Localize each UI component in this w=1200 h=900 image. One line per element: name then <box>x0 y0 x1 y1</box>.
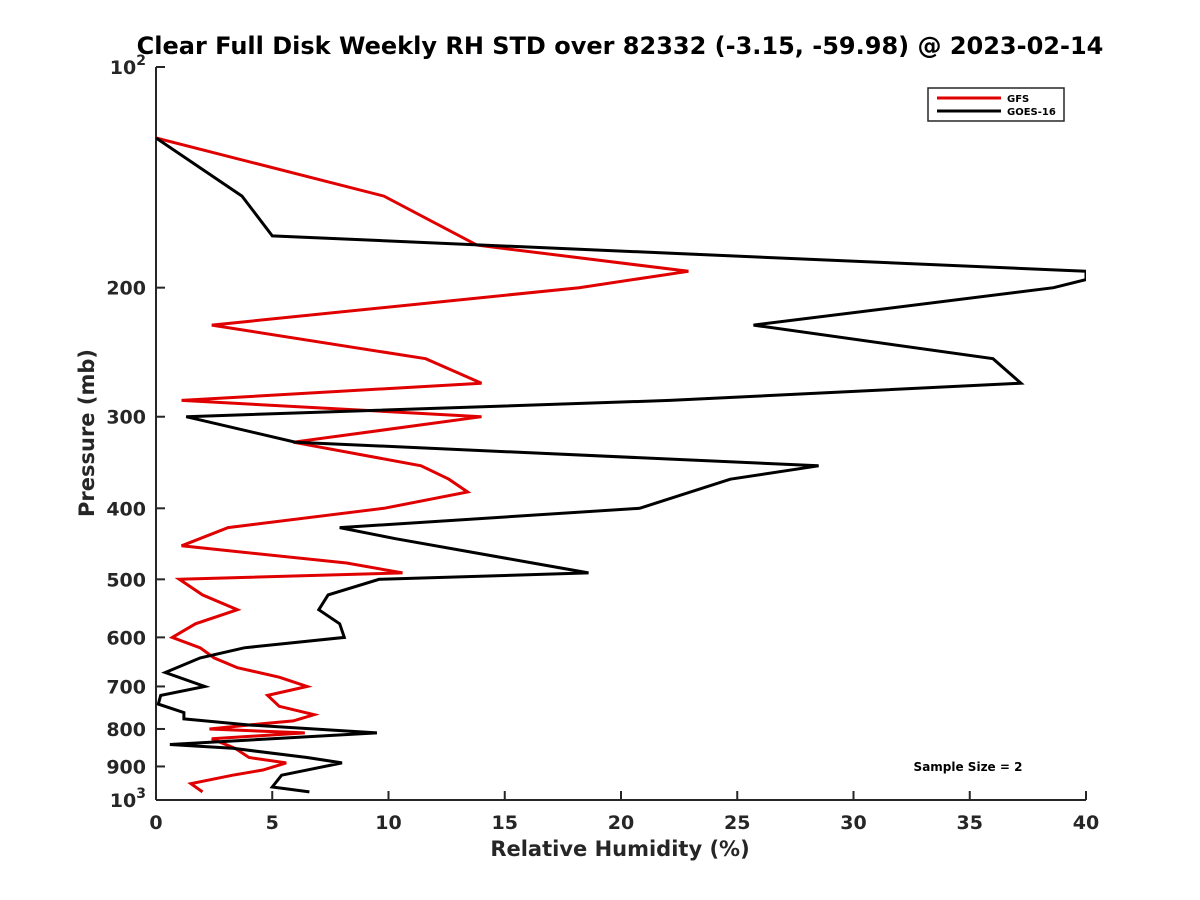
x-tick-label: 15 <box>492 812 518 834</box>
x-tick-label: 25 <box>724 812 750 834</box>
y-tick-label-base: 500 <box>106 569 146 591</box>
y-tick-label-base: 900 <box>106 756 146 778</box>
x-axis-label: Relative Humidity (%) <box>490 837 749 861</box>
y-tick-label: 400 <box>106 498 146 520</box>
x-tick-label: 5 <box>266 812 279 834</box>
y-tick-label-base: 300 <box>106 407 146 429</box>
y-tick-label-base: 200 <box>106 278 146 300</box>
legend-label: GFS <box>1007 94 1029 105</box>
chart-title: Clear Full Disk Weekly RH STD over 82332… <box>137 32 1104 60</box>
y-tick-label: 102 <box>110 53 146 79</box>
legend-box <box>927 87 1065 122</box>
x-tick-label: 0 <box>149 812 162 834</box>
legend-label: GOES-16 <box>1007 107 1056 118</box>
x-tick-label: 10 <box>375 812 401 834</box>
y-tick-label: 800 <box>106 719 146 741</box>
legend: GFS GOES-16 <box>927 87 1065 122</box>
x-tick-label: 30 <box>840 812 866 834</box>
y-tick-label-exponent: 2 <box>136 53 146 69</box>
y-tick-label: 103 <box>110 786 146 812</box>
y-tick-label: 600 <box>106 627 146 649</box>
y-tick-label-base: 10 <box>110 57 136 79</box>
y-tick-label-base: 800 <box>106 719 146 741</box>
y-tick-label: 500 <box>106 569 146 591</box>
y-axis-label: Pressure (mb) <box>75 349 99 517</box>
y-tick-label: 700 <box>106 676 146 698</box>
plot-area: 0 5 10 15 20 25 30 35 40102200300400500600700800… <box>106 53 1099 834</box>
sample-size-annotation: Sample Size = 2 <box>914 760 1023 774</box>
y-tick-label: 300 <box>106 407 146 429</box>
y-tick-label-base: 10 <box>110 790 136 812</box>
y-tick-label: 200 <box>106 278 146 300</box>
x-tick-label: 40 <box>1073 812 1099 834</box>
x-tick-label: 35 <box>957 812 983 834</box>
series-line-goes-16 <box>156 136 1086 794</box>
y-tick-label: 900 <box>106 756 146 778</box>
series-line-gfs <box>156 136 689 794</box>
x-tick-label: 20 <box>608 812 634 834</box>
y-tick-label-base: 400 <box>106 498 146 520</box>
y-tick-label-exponent: 3 <box>136 786 146 802</box>
y-tick-label-base: 600 <box>106 627 146 649</box>
y-tick-label-base: 700 <box>106 676 146 698</box>
